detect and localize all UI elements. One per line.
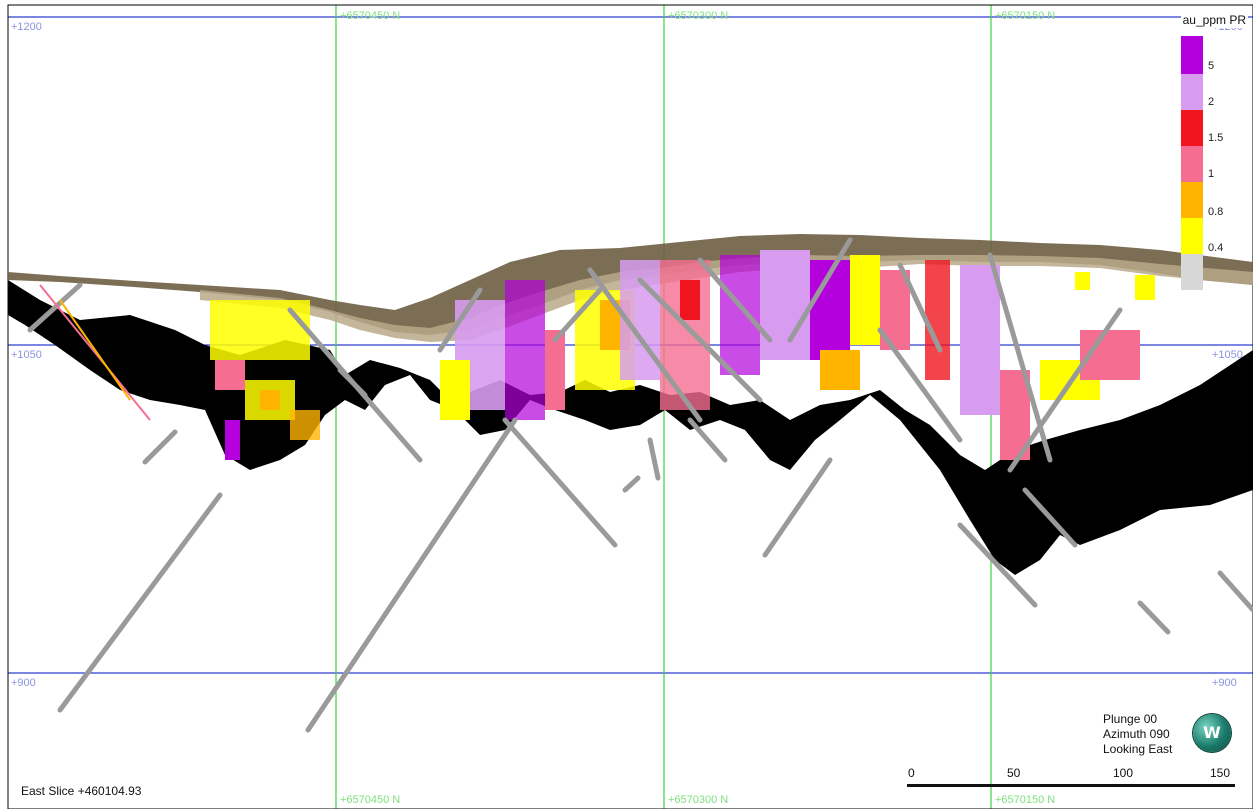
north-label-bottom-1: +6570450 N bbox=[340, 794, 401, 806]
legend-swatch-0-4 bbox=[1181, 218, 1203, 254]
view-orientation: Plunge 00 Azimuth 090 Looking East bbox=[1103, 712, 1172, 757]
legend-swatch-5 bbox=[1181, 36, 1203, 74]
ore-body-wireframe bbox=[8, 280, 1253, 575]
plunge-label: Plunge 00 bbox=[1103, 712, 1158, 726]
compass-letter: W bbox=[1203, 723, 1221, 742]
assay-blocks bbox=[210, 250, 1155, 460]
viewport-frame bbox=[7, 4, 1253, 809]
scale-tick-150: 150 bbox=[1210, 766, 1231, 780]
compass-globe-icon[interactable]: W bbox=[1193, 714, 1231, 752]
legend-swatch-0-8 bbox=[1181, 182, 1203, 218]
scale-bar bbox=[907, 784, 1235, 787]
drill-hole-traces bbox=[39, 284, 151, 421]
legend-value-0-8: 0.8 bbox=[1208, 206, 1224, 218]
north-label-top-1: +6570450 N bbox=[340, 10, 401, 22]
grade-legend[interactable]: au_ppm PR 5 2 1.5 1 0.8 0.4 bbox=[1171, 8, 1253, 298]
elevation-label-1050-left: +1050 bbox=[11, 349, 42, 361]
north-label-bottom-3: +6570150 N bbox=[995, 794, 1056, 806]
north-label-top-3: +6570150 N bbox=[995, 10, 1056, 22]
legend-swatch-1 bbox=[1181, 146, 1203, 182]
legend-swatch-below bbox=[1181, 254, 1203, 290]
elevation-label-1200-left: +1200 bbox=[11, 21, 42, 33]
north-label-top-2: +6570300 N bbox=[668, 10, 729, 22]
legend-value-0-4: 0.4 bbox=[1208, 242, 1224, 254]
elevation-label-900-right: +900 bbox=[1212, 677, 1237, 689]
north-label-bottom-2: +6570300 N bbox=[668, 794, 729, 806]
scale-tick-100: 100 bbox=[1113, 766, 1134, 780]
scale-tick-50: 50 bbox=[1007, 766, 1021, 780]
legend-value-5: 5 bbox=[1208, 60, 1215, 72]
legend-value-1: 1 bbox=[1208, 168, 1215, 180]
legend-value-2: 2 bbox=[1208, 96, 1215, 108]
scale-tick-0: 0 bbox=[908, 766, 915, 780]
legend-value-1-5: 1.5 bbox=[1208, 132, 1224, 144]
legend-swatch-2 bbox=[1181, 74, 1203, 110]
legend-title: au_ppm PR bbox=[1180, 12, 1248, 28]
legend-swatch-1-5 bbox=[1181, 110, 1203, 146]
drill-holes bbox=[27, 237, 1253, 733]
elevation-label-1050-right: +1050 bbox=[1212, 349, 1243, 361]
elevation-label-900-left: +900 bbox=[11, 677, 36, 689]
azimuth-label: Azimuth 090 bbox=[1103, 727, 1170, 741]
slice-label: East Slice +460104.93 bbox=[21, 784, 142, 798]
looking-label: Looking East bbox=[1103, 742, 1173, 756]
